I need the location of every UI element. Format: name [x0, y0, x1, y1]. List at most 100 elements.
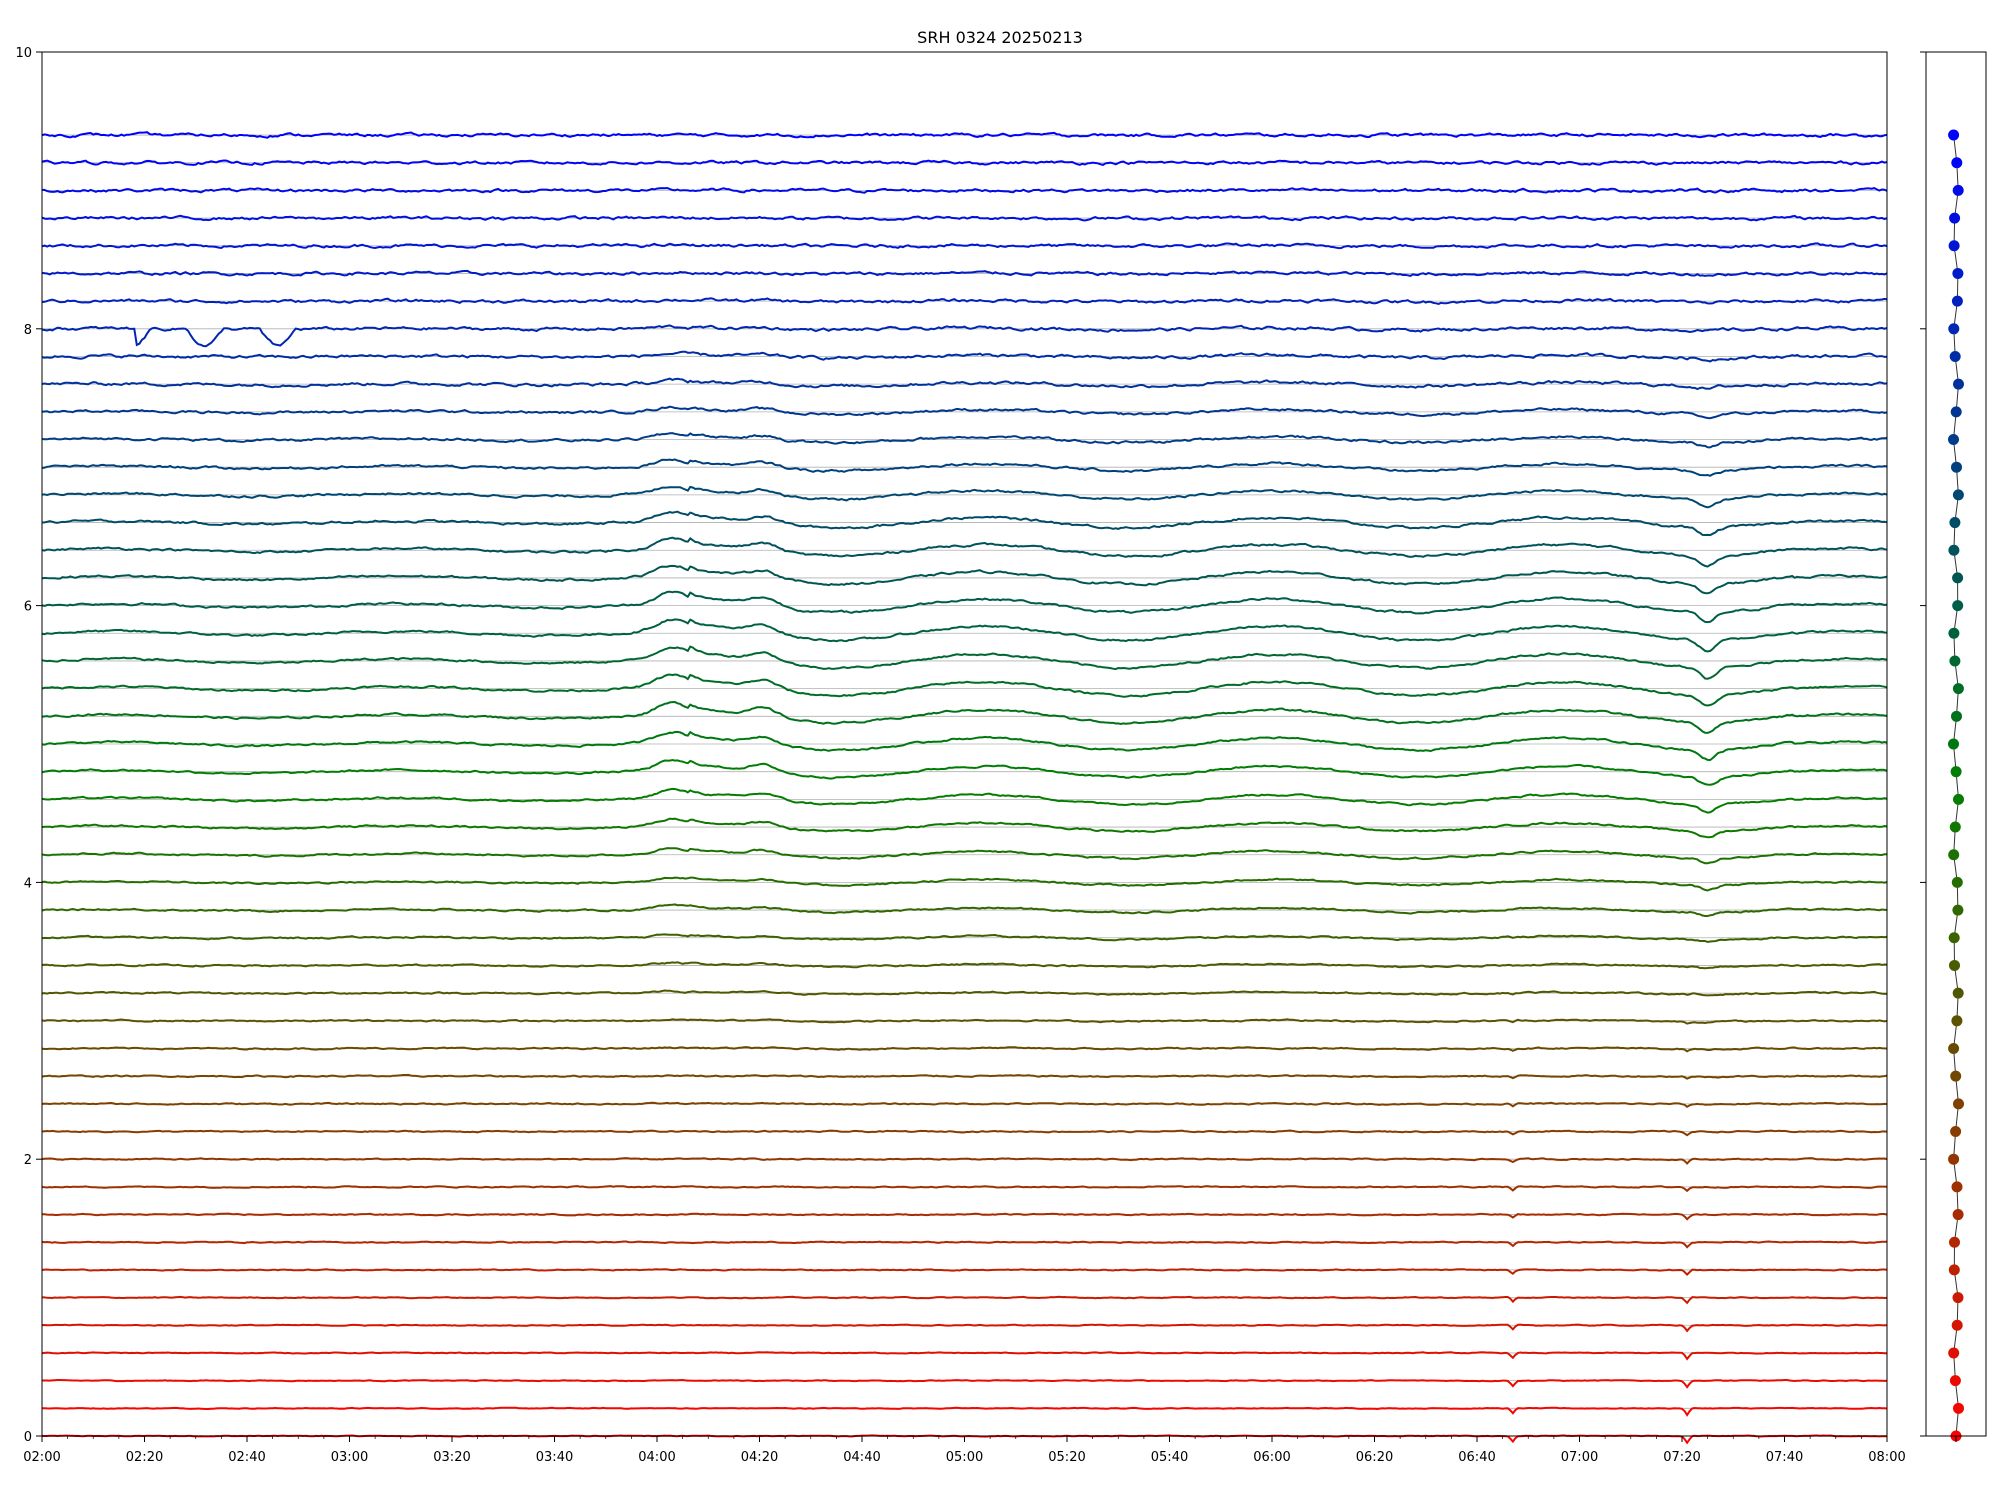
side-marker [1949, 821, 1961, 833]
trace-line [41, 377, 1888, 391]
trace-line [41, 324, 1888, 348]
x-tick-label: 02:00 [23, 1450, 60, 1465]
trace-line [41, 961, 1888, 970]
side-marker [1952, 683, 1964, 695]
trace-line [41, 1212, 1888, 1221]
side-marker [1952, 572, 1964, 584]
x-tick-label: 07:00 [1561, 1450, 1598, 1465]
x-tick-label: 03:00 [331, 1450, 368, 1465]
trace-line [41, 458, 1888, 477]
x-tick-label: 05:20 [1048, 1450, 1085, 1465]
side-marker [1950, 406, 1962, 418]
trace-line [41, 1351, 1888, 1361]
trace-line [41, 1323, 1888, 1333]
x-tick-label: 06:00 [1253, 1450, 1290, 1465]
x-tick-label: 03:40 [536, 1450, 573, 1465]
side-marker [1949, 212, 1961, 224]
side-marker [1948, 738, 1959, 750]
trace-line [41, 269, 1888, 277]
side-marker [1951, 295, 1963, 307]
trace-line [41, 242, 1888, 250]
trace-line [41, 405, 1888, 420]
trace-line [41, 1157, 1888, 1165]
side-marker [1952, 1209, 1964, 1221]
side-marker [1952, 904, 1964, 916]
x-tick-label: 04:40 [843, 1450, 880, 1465]
side-marker [1948, 1264, 1960, 1276]
side-marker [1950, 1070, 1962, 1082]
trace-line [41, 847, 1888, 865]
x-tick-label: 03:20 [433, 1450, 470, 1465]
x-tick-label: 04:20 [741, 1450, 778, 1465]
side-panel [1920, 51, 1987, 1442]
y-tick-label: 0 [24, 1430, 32, 1445]
x-tick-label: 05:40 [1151, 1450, 1188, 1465]
trace-line [42, 1295, 1888, 1305]
x-tick-label: 07:20 [1663, 1450, 1700, 1465]
x-tick-label: 05:00 [946, 1450, 983, 1465]
trace-line [41, 1268, 1888, 1277]
y-tick-label: 10 [15, 46, 32, 61]
side-marker [1948, 627, 1960, 639]
side-marker [1948, 240, 1960, 252]
side-marker [1949, 655, 1961, 667]
trace-line [41, 186, 1888, 194]
side-marker [1952, 489, 1964, 501]
trace-line [41, 903, 1888, 917]
side-marker [1948, 1347, 1960, 1359]
y-tick-label: 2 [24, 1153, 32, 1168]
side-marker [1948, 129, 1960, 141]
trace-line [41, 1018, 1888, 1025]
x-tick-label: 08:00 [1868, 1450, 1905, 1465]
chart-title: SRH 0324 20250213 [917, 28, 1083, 47]
side-marker [1948, 434, 1959, 446]
y-tick-label: 8 [24, 323, 32, 338]
side-marker [1948, 1042, 1960, 1054]
side-marker [1951, 461, 1962, 473]
trace-line [41, 618, 1888, 653]
trace-line [41, 214, 1888, 222]
side-marker [1948, 323, 1960, 335]
y-tick-label: 4 [24, 876, 32, 891]
side-marker [1952, 1292, 1964, 1304]
side-marker [1952, 987, 1964, 999]
side-marker [1950, 766, 1962, 778]
side-marker [1950, 1126, 1962, 1138]
trace-line [41, 730, 1888, 762]
trace-line [41, 297, 1888, 305]
trace-line [41, 510, 1888, 537]
side-marker [1953, 1098, 1964, 1110]
trace-line [41, 485, 1888, 509]
x-tick-label: 04:00 [638, 1450, 675, 1465]
side-marker [1953, 378, 1964, 390]
trace-line [41, 1101, 1888, 1109]
side-marker [1949, 350, 1961, 362]
trace-line [41, 1046, 1888, 1053]
trace-line [41, 989, 1888, 997]
y-tick-label: 6 [24, 600, 32, 615]
side-marker [1948, 544, 1960, 556]
side-marker [1952, 600, 1964, 612]
trace-line [41, 1129, 1888, 1137]
trace-line [41, 787, 1888, 814]
side-marker [1949, 1375, 1961, 1387]
side-marker [1951, 1015, 1963, 1027]
side-markers [1948, 129, 1964, 1442]
trace-line [41, 876, 1888, 892]
trace-line [41, 432, 1888, 449]
x-tick-label: 06:40 [1458, 1450, 1495, 1465]
trace-line [41, 645, 1888, 680]
side-marker [1949, 959, 1960, 971]
trace-line [42, 1378, 1888, 1389]
side-marker [1952, 184, 1964, 196]
side-marker [1949, 517, 1961, 529]
trace-line [41, 817, 1888, 839]
trace-line [42, 1406, 1888, 1417]
side-marker [1951, 1181, 1963, 1193]
side-marker [1952, 267, 1964, 279]
side-marker [1953, 1402, 1964, 1414]
trace-line [41, 536, 1888, 568]
x-tick-label: 02:20 [126, 1450, 163, 1465]
trace-line [41, 131, 1888, 139]
